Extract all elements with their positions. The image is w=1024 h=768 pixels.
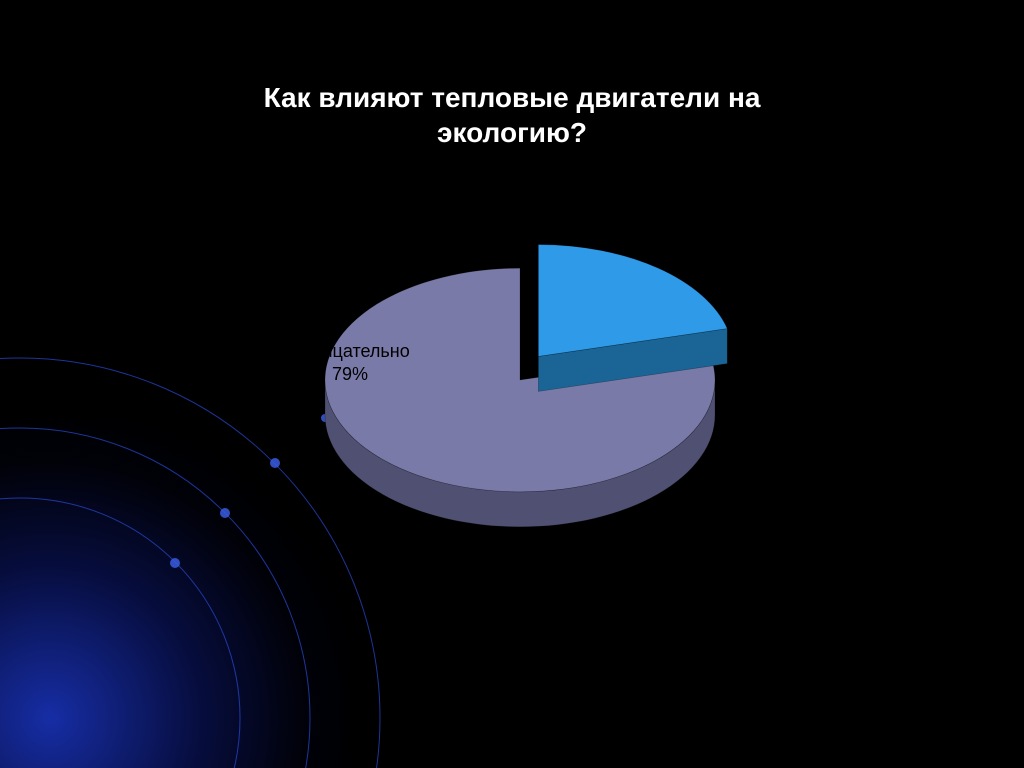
chart-title: Как влияют тепловые двигатели на экологи… [0, 80, 1024, 150]
slice-label-positive: Положительно 21% [580, 210, 740, 257]
slice-label-negative: Отрицательно 79% [270, 340, 430, 387]
title-line-1: Как влияют тепловые двигатели на [264, 82, 761, 113]
slice-negative-name: Отрицательно [290, 341, 410, 361]
slice-positive-name: Положительно [599, 211, 721, 231]
pie-chart: Положительно 21% Отрицательно 79% [260, 170, 780, 570]
slice-positive-percent: 21% [642, 234, 678, 254]
slice-negative-percent: 79% [332, 364, 368, 384]
title-line-2: экологию? [437, 117, 587, 148]
